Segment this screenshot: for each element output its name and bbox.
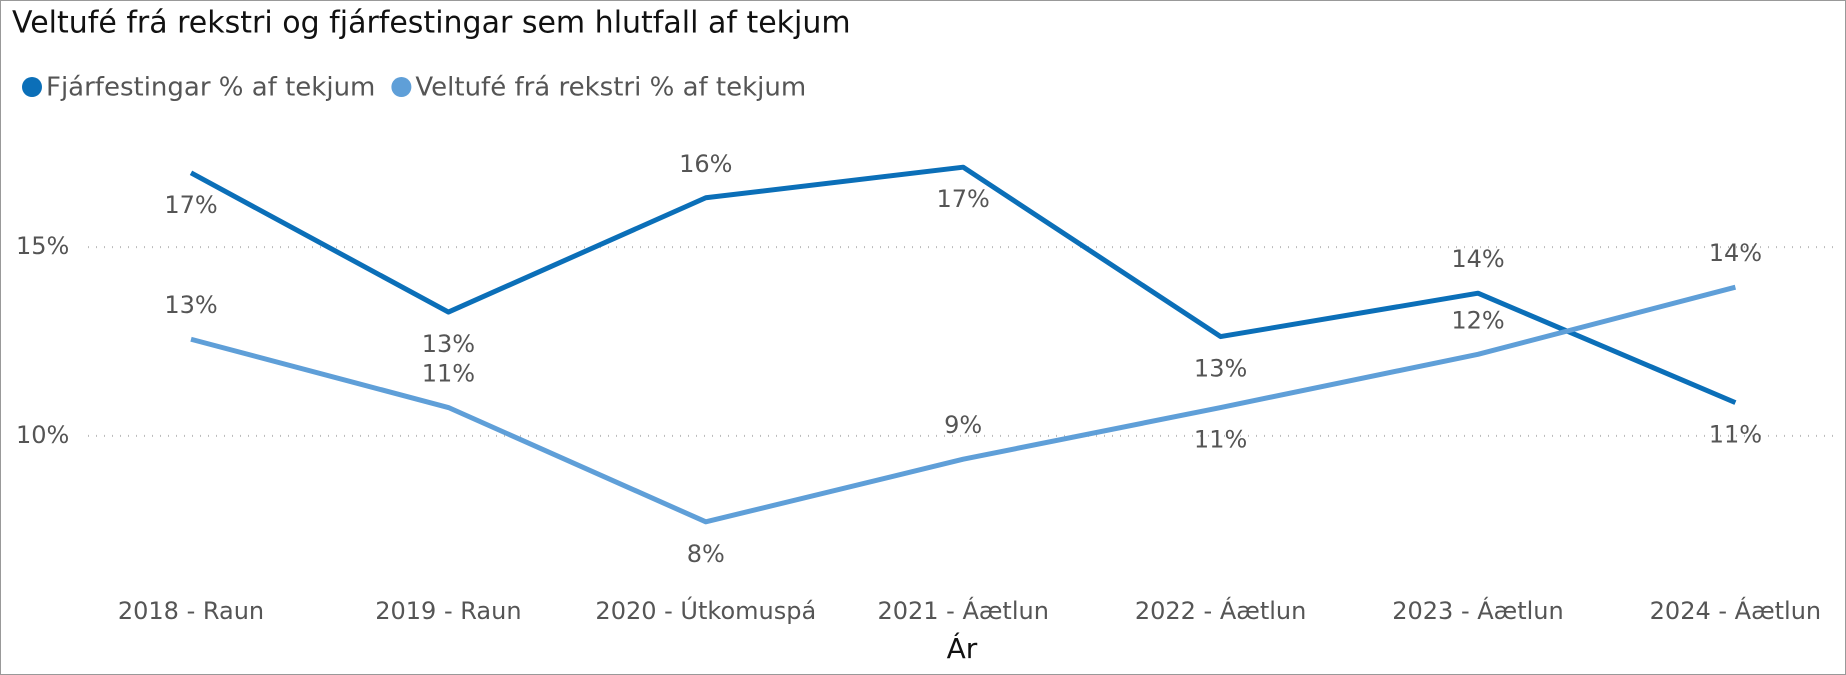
data-label: 11% (1194, 426, 1247, 454)
data-label: 17% (937, 185, 990, 213)
data-label: 13% (422, 330, 475, 358)
data-label: 14% (1451, 245, 1504, 273)
data-label: 13% (1194, 355, 1247, 383)
y-tick-label: 15% (16, 232, 69, 260)
x-axis-title: Ár (947, 631, 978, 665)
x-tick-label: 2022 - Áætlun (1135, 596, 1306, 625)
data-label: 17% (164, 191, 217, 219)
x-tick-label: 2018 - Raun (118, 597, 264, 625)
data-label: 11% (422, 360, 475, 388)
data-label: 11% (1709, 421, 1762, 449)
legend-label: Veltufé frá rekstri % af tekjum (415, 73, 806, 103)
series-line (189, 164, 1737, 405)
data-label: 16% (679, 150, 732, 178)
legend-marker (391, 77, 412, 97)
data-label: 8% (687, 540, 725, 568)
x-tick-label: 2023 - Áætlun (1392, 596, 1563, 625)
chart-title: Veltufé frá rekstri og fjárfestingar sem… (12, 6, 851, 41)
x-tick-label: 2019 - Raun (375, 597, 521, 625)
data-label: 9% (944, 411, 982, 439)
x-tick-label: 2024 - Áætlun (1650, 596, 1821, 625)
legend-marker (22, 77, 42, 97)
x-tick-label: 2021 - Áætlun (877, 596, 1048, 625)
y-tick-label: 10% (16, 421, 69, 449)
data-label: 14% (1709, 239, 1762, 267)
series-line (190, 284, 1737, 525)
data-label: 13% (164, 291, 217, 319)
data-label: 12% (1451, 306, 1504, 334)
x-tick-label: 2020 - Útkomuspá (595, 595, 816, 625)
legend-label: Fjárfestingar % af tekjum (46, 73, 375, 103)
